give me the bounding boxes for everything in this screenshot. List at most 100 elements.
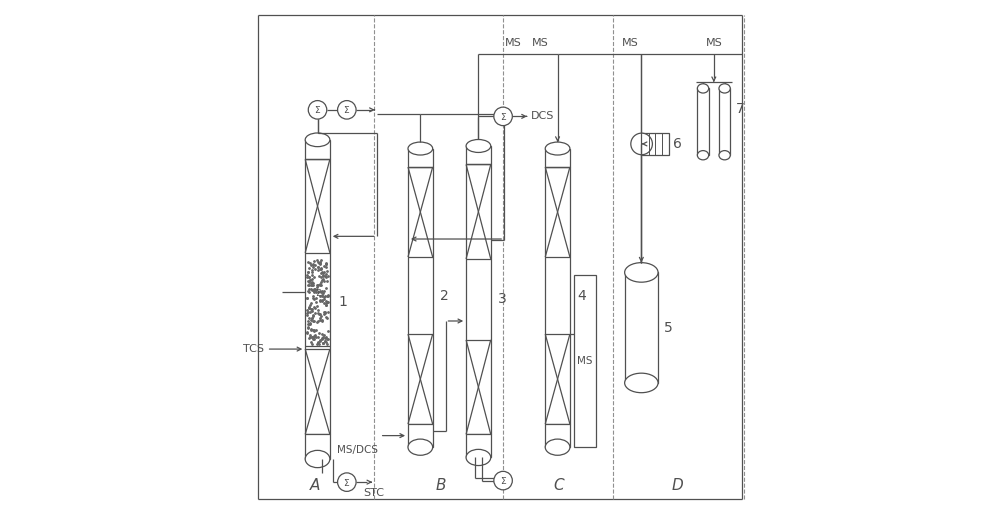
Point bbox=[316, 277, 332, 285]
Point bbox=[317, 309, 333, 317]
Point bbox=[318, 338, 334, 346]
Bar bbox=[408, 149, 433, 167]
Text: $\Sigma$: $\Sigma$ bbox=[315, 286, 321, 298]
Point bbox=[300, 324, 316, 333]
Text: 4: 4 bbox=[577, 288, 586, 303]
Point bbox=[311, 310, 327, 319]
Point bbox=[308, 288, 324, 297]
Point bbox=[303, 261, 319, 269]
Point bbox=[316, 262, 332, 270]
Point bbox=[301, 288, 317, 297]
Point bbox=[318, 301, 334, 309]
Point bbox=[314, 317, 330, 325]
Point bbox=[300, 317, 316, 325]
Point bbox=[318, 283, 334, 291]
Point bbox=[299, 309, 315, 317]
Point bbox=[310, 306, 326, 314]
Text: MS: MS bbox=[577, 356, 593, 366]
Point bbox=[306, 327, 322, 336]
Ellipse shape bbox=[719, 151, 730, 160]
Point bbox=[317, 334, 333, 342]
Text: $\Sigma$: $\Sigma$ bbox=[343, 476, 350, 488]
Point bbox=[315, 270, 331, 279]
Point bbox=[315, 271, 331, 280]
Point bbox=[314, 334, 330, 342]
Text: TCS: TCS bbox=[243, 344, 264, 354]
Bar bbox=[719, 88, 730, 155]
Point bbox=[310, 339, 326, 347]
Point bbox=[301, 278, 317, 286]
Point bbox=[304, 286, 320, 294]
Point bbox=[305, 326, 321, 334]
Text: 6: 6 bbox=[673, 137, 682, 151]
Point bbox=[309, 302, 325, 310]
Point bbox=[308, 298, 324, 306]
Point bbox=[302, 259, 318, 267]
Point bbox=[302, 276, 318, 284]
Point bbox=[306, 273, 322, 281]
Point bbox=[315, 339, 331, 347]
Point bbox=[312, 297, 328, 305]
Point bbox=[319, 292, 335, 301]
Point bbox=[318, 313, 334, 321]
Point bbox=[302, 301, 318, 309]
Point bbox=[303, 279, 319, 287]
Point bbox=[314, 276, 330, 284]
Ellipse shape bbox=[697, 151, 709, 160]
Point bbox=[303, 324, 319, 333]
Point bbox=[304, 271, 320, 280]
Ellipse shape bbox=[697, 84, 709, 93]
Text: MS: MS bbox=[532, 38, 549, 48]
Point bbox=[316, 287, 332, 295]
Point bbox=[320, 290, 336, 299]
Text: B: B bbox=[436, 478, 446, 493]
Point bbox=[306, 284, 322, 292]
Point bbox=[304, 266, 320, 274]
Text: 7: 7 bbox=[735, 102, 744, 116]
Point bbox=[302, 333, 318, 341]
Point bbox=[312, 259, 328, 267]
Point bbox=[314, 316, 330, 324]
Point bbox=[300, 281, 316, 289]
Text: DCS: DCS bbox=[531, 112, 554, 121]
Point bbox=[302, 334, 318, 342]
Text: MS/DCS: MS/DCS bbox=[337, 445, 378, 455]
Point bbox=[306, 286, 322, 294]
Point bbox=[305, 279, 321, 287]
Point bbox=[316, 295, 332, 303]
Point bbox=[306, 303, 322, 311]
Point bbox=[319, 340, 335, 348]
Point bbox=[312, 265, 328, 273]
Point bbox=[313, 281, 329, 289]
Point bbox=[313, 278, 329, 286]
Text: 2: 2 bbox=[440, 288, 449, 303]
Point bbox=[318, 263, 334, 271]
Point bbox=[316, 308, 332, 316]
Point bbox=[311, 329, 327, 337]
Point bbox=[314, 335, 330, 343]
Point bbox=[315, 269, 331, 278]
Point bbox=[318, 299, 334, 307]
Point bbox=[320, 308, 336, 316]
Point bbox=[305, 312, 321, 320]
Ellipse shape bbox=[625, 373, 658, 393]
Point bbox=[299, 306, 315, 314]
Ellipse shape bbox=[305, 133, 330, 146]
Point bbox=[302, 320, 318, 328]
Text: MS: MS bbox=[705, 38, 722, 48]
Text: C: C bbox=[554, 478, 564, 493]
Point bbox=[312, 261, 328, 269]
Point bbox=[299, 294, 315, 302]
Point bbox=[307, 265, 323, 273]
Point bbox=[308, 326, 324, 335]
Point bbox=[310, 263, 326, 271]
Point bbox=[305, 317, 321, 325]
Point bbox=[310, 258, 326, 266]
Point bbox=[307, 261, 323, 269]
Point bbox=[312, 337, 328, 345]
Bar bbox=[574, 275, 596, 447]
Point bbox=[320, 335, 336, 343]
Point bbox=[306, 287, 322, 295]
Text: $\Sigma$: $\Sigma$ bbox=[500, 475, 507, 486]
Point bbox=[308, 286, 324, 294]
